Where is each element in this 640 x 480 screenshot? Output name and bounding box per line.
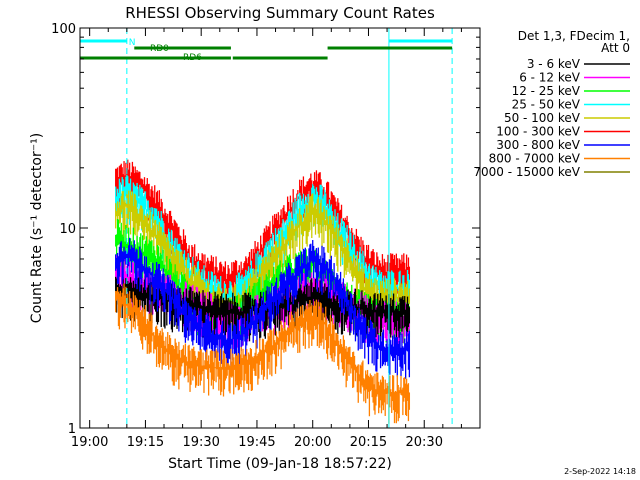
x-tick-label: 19:45 (238, 435, 275, 450)
y-tick-label: 1 (68, 422, 76, 437)
legend-entry-label: 800 - 7000 keV (489, 152, 581, 166)
series-line-50-100kev (115, 204, 410, 309)
series-layer (115, 159, 411, 424)
bar-label-rd0: RD0 (150, 44, 169, 54)
legend-title-line-2: Att 0 (601, 41, 630, 55)
legend-entry-label: 25 - 50 keV (512, 98, 581, 112)
chart-title: RHESSI Observing Summary Count Rates (125, 4, 435, 22)
x-tick-label: 19:30 (182, 435, 219, 450)
legend-entry-label: 7000 - 15000 keV (473, 165, 580, 179)
y-tick-label: 100 (51, 22, 76, 37)
x-tick-label: 20:30 (406, 435, 443, 450)
x-tick-label: 19:00 (71, 435, 108, 450)
series-line-800-7000kev (115, 296, 410, 394)
x-tick-label: 20:15 (350, 435, 387, 450)
marker-layer: RD0 RD6 N (79, 28, 453, 428)
y-axis-label: Count Rate (s⁻¹ detector⁻¹) (29, 133, 45, 323)
y-axis: 1 10 100 (51, 22, 480, 437)
legend-entry-label: 100 - 300 keV (496, 125, 580, 139)
legend-entry-label: 6 - 12 keV (519, 71, 581, 85)
x-axis: 19:00 19:15 19:30 19:45 20:00 20:15 20:30 (71, 28, 462, 450)
bar-label-rd6: RD6 (183, 53, 202, 63)
legend-entry-label: 50 - 100 keV (504, 111, 581, 125)
x-tick-label: 20:00 (294, 435, 331, 450)
legend-entry-label: 12 - 25 keV (512, 84, 581, 98)
series-band-300-800kev (115, 237, 411, 379)
legend-entry-label: 3 - 6 keV (527, 57, 581, 71)
series-line-300-800kev (115, 252, 410, 349)
x-axis-label: Start Time (09-Jan-18 18:57:22) (168, 456, 392, 472)
footer-timestamp: 2-Sep-2022 14:18 (564, 467, 636, 476)
legend-entry-label: 300 - 800 keV (496, 138, 580, 152)
y-tick-label: 10 (59, 222, 76, 237)
x-tick-label: 19:15 (127, 435, 164, 450)
legend-title-line-1: Det 1,3, FDecim 1, (518, 29, 630, 43)
marker-text-0: N (129, 38, 136, 48)
